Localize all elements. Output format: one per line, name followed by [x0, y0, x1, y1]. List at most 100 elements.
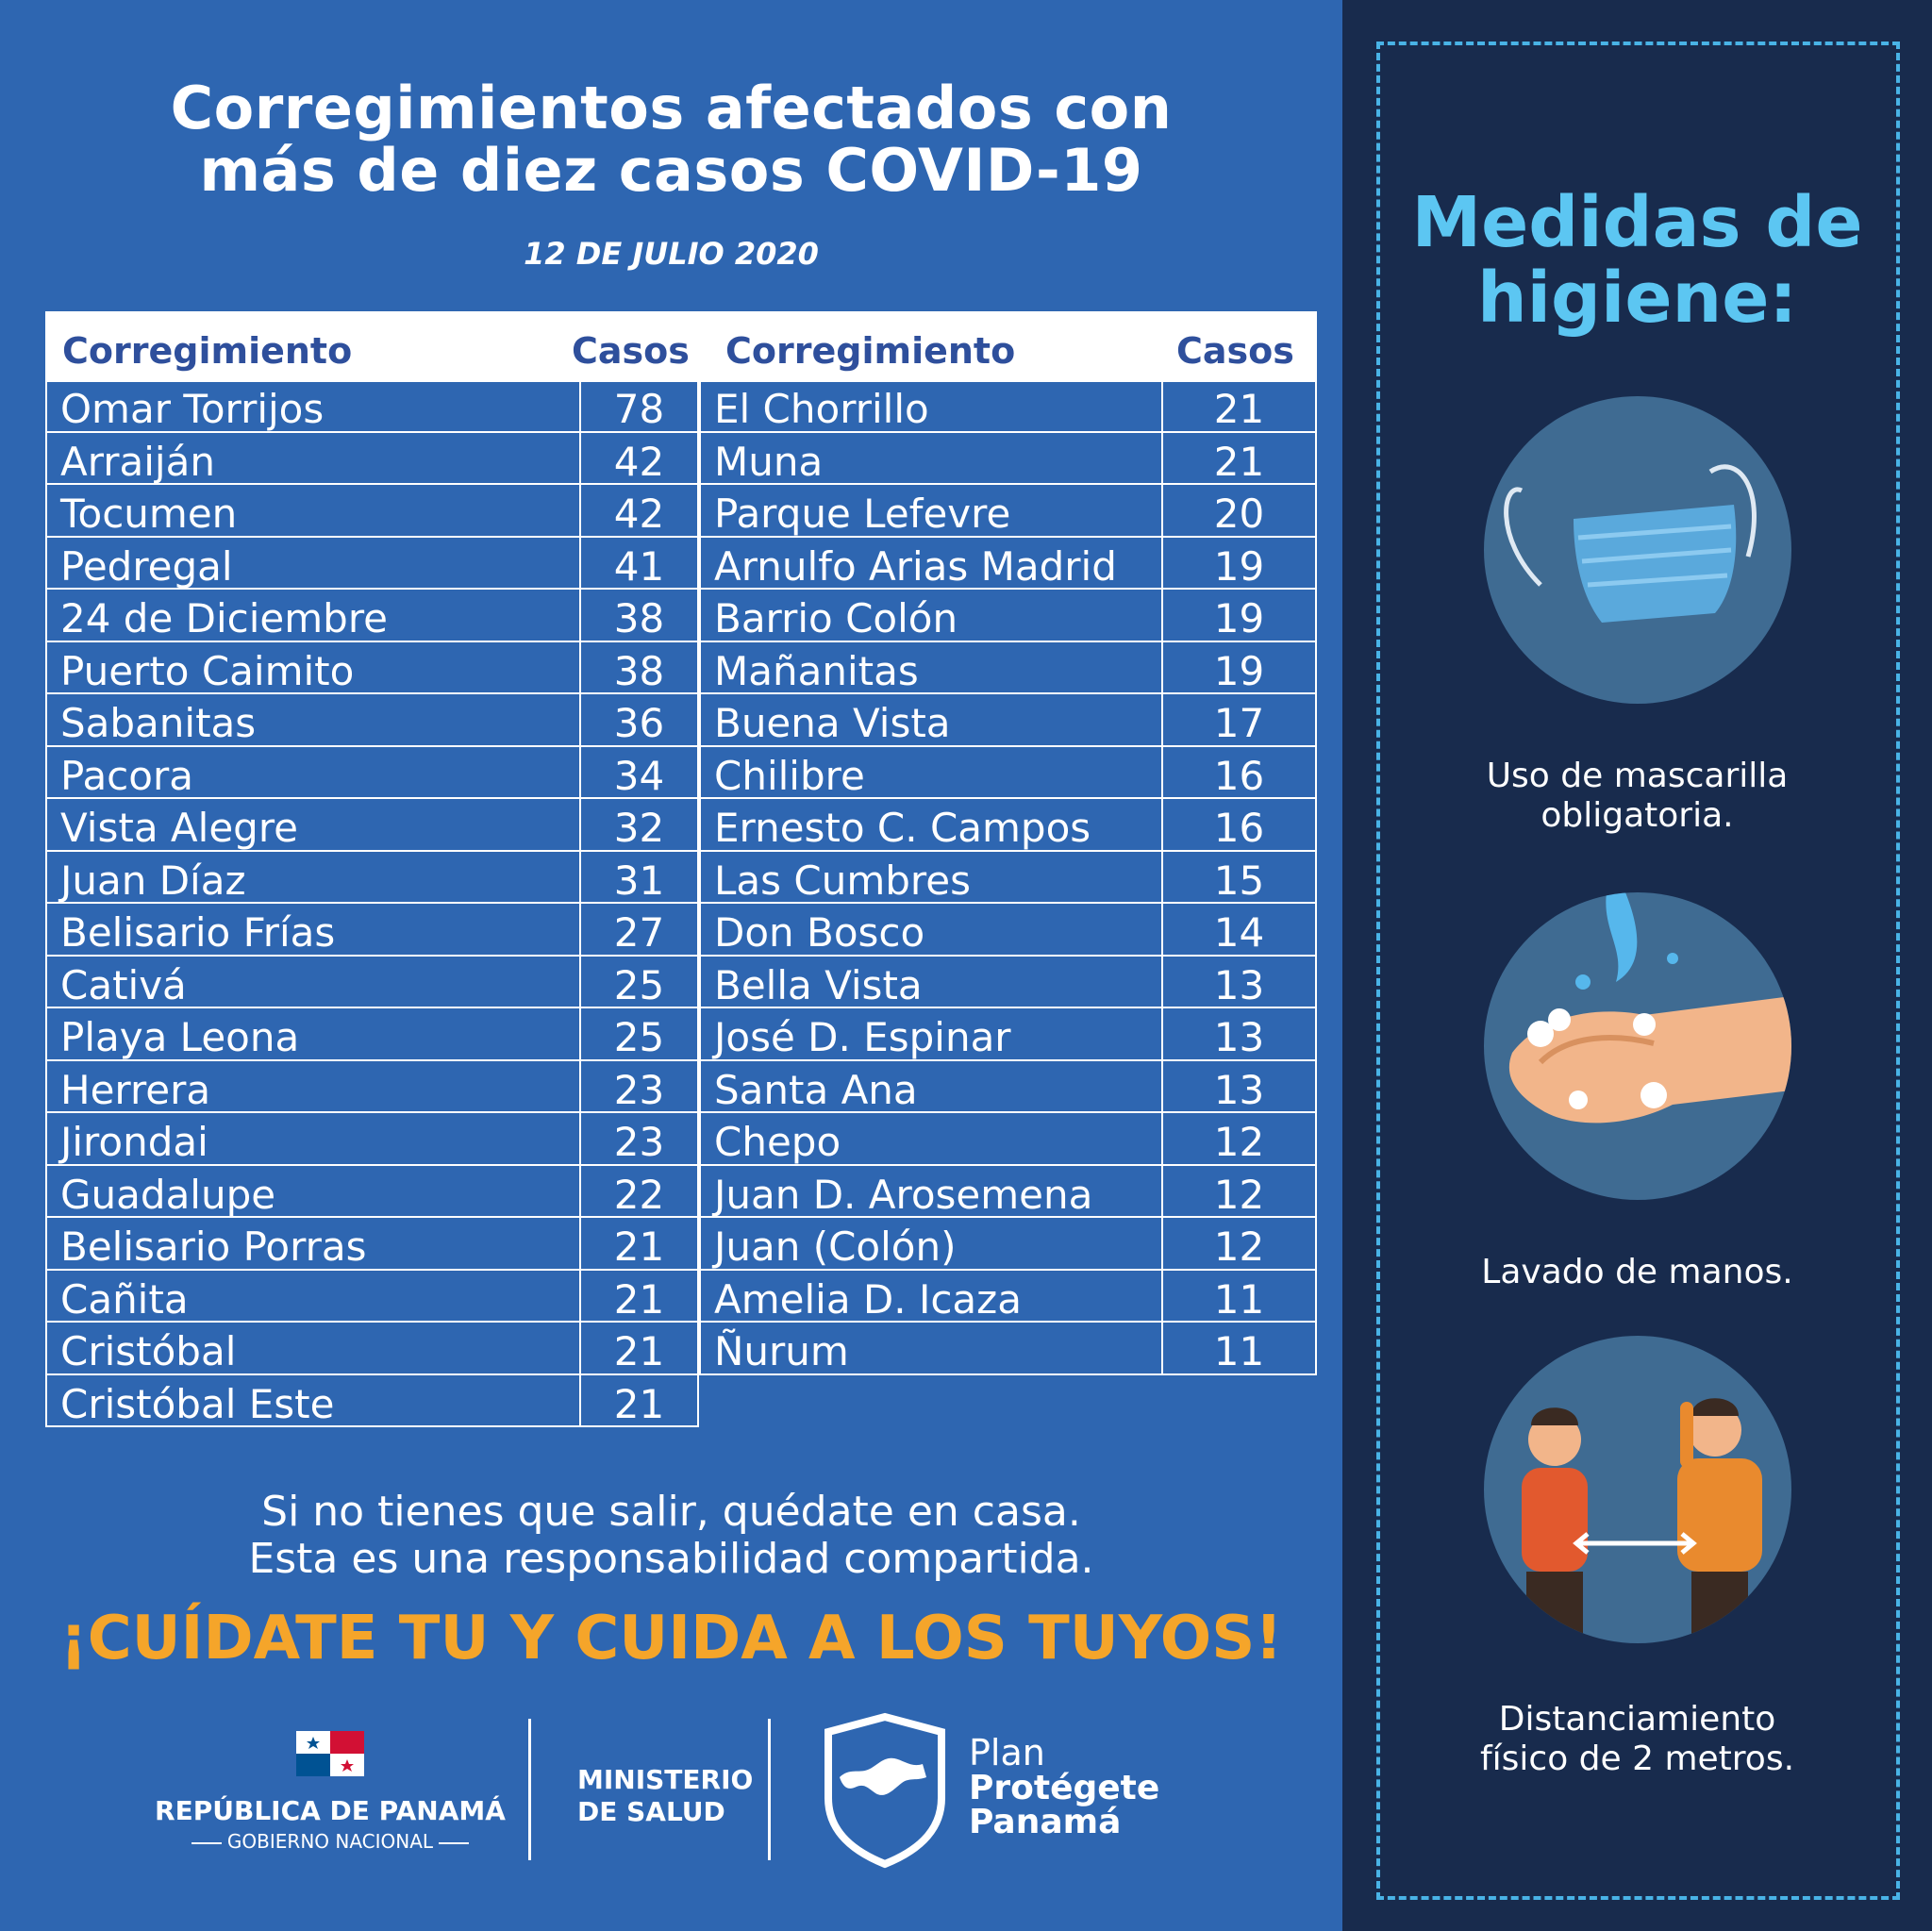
- table-row: Mañanitas 19: [699, 642, 1317, 694]
- case-count: 38: [613, 595, 665, 641]
- table-row: Puerto Caimito 38: [45, 642, 699, 694]
- corregimiento-name: Amelia D. Icaza: [714, 1275, 1022, 1323]
- table-row: Belisario Porras 21: [45, 1218, 699, 1271]
- face-mask-icon: [1484, 396, 1791, 704]
- handwash-caption: Lavado de manos.: [1481, 1253, 1793, 1291]
- corregimiento-name: Omar Torrijos: [60, 386, 325, 432]
- republica-panama-logo: REPÚBLICA DE PANAMÁ GOBIERNO NACIONAL: [151, 1731, 509, 1853]
- corregimiento-name: Pacora: [60, 752, 193, 799]
- case-count: 15: [1213, 857, 1265, 904]
- shield-icon: [824, 1712, 945, 1869]
- case-count: 36: [613, 700, 665, 746]
- table-row: Cativá 25: [45, 957, 699, 1008]
- table-row: Parque Lefevre 20: [699, 485, 1317, 538]
- hygiene-title: Medidas de higiene:: [1411, 182, 1863, 339]
- table-row: Muna 21: [699, 433, 1317, 485]
- corregimiento-name: Cristóbal: [60, 1328, 237, 1374]
- corregimiento-name: Puerto Caimito: [60, 647, 355, 694]
- table-row: Ernesto C. Campos 16: [699, 799, 1317, 852]
- title-line-1: Corregimientos afectados con: [170, 74, 1173, 142]
- case-count: 12: [1213, 1171, 1265, 1218]
- corregimiento-name: Pedregal: [60, 542, 233, 590]
- table-header: Corregimiento Casos: [699, 311, 1317, 380]
- corregimiento-name: Barrio Colón: [714, 595, 958, 641]
- republica-label: REPÚBLICA DE PANAMÁ: [155, 1795, 506, 1826]
- case-count: 13: [1213, 1066, 1265, 1113]
- case-count: 78: [613, 386, 665, 432]
- case-count: 21: [1213, 438, 1265, 485]
- corregimiento-name: Buena Vista: [714, 700, 951, 746]
- case-count: 19: [1213, 647, 1265, 694]
- case-count: 34: [613, 752, 665, 799]
- table-row: Belisario Frías 27: [45, 904, 699, 957]
- mask-caption: Uso de mascarilla obligatoria.: [1486, 757, 1789, 835]
- corregimiento-name: Arraiján: [60, 438, 215, 485]
- case-count: 25: [613, 1014, 665, 1060]
- case-count: 21: [1213, 386, 1265, 432]
- case-count: 22: [613, 1171, 665, 1218]
- table-row: Amelia D. Icaza 11: [699, 1271, 1317, 1323]
- case-count: 11: [1213, 1275, 1265, 1323]
- column-divider: [1161, 380, 1163, 1375]
- footer-divider: [528, 1719, 531, 1860]
- table-row: Ñurum 11: [699, 1323, 1317, 1375]
- case-count: 42: [613, 438, 665, 485]
- table-row: Juan (Colón) 12: [699, 1218, 1317, 1271]
- table-row: El Chorrillo 21: [699, 380, 1317, 433]
- table-row: Barrio Colón 19: [699, 590, 1317, 642]
- gobierno-label: GOBIERNO NACIONAL: [151, 1830, 509, 1853]
- corregimiento-name: Ñurum: [714, 1328, 849, 1374]
- corregimiento-name: Playa Leona: [60, 1014, 300, 1060]
- table-row: Juan Díaz 31: [45, 852, 699, 904]
- case-count: 19: [1213, 595, 1265, 641]
- corregimiento-name: Cativá: [60, 961, 187, 1008]
- page-title: Corregimientos afectados con más de diez…: [0, 77, 1342, 202]
- case-count: 31: [613, 857, 665, 904]
- column-header-casos: Casos: [572, 330, 690, 372]
- case-count: 23: [613, 1066, 665, 1113]
- column-divider: [579, 380, 581, 1427]
- case-count: 12: [1213, 1224, 1265, 1270]
- table-row: Sabanitas 36: [45, 694, 699, 747]
- social-distance-icon: [1484, 1336, 1791, 1643]
- case-count: 20: [1213, 491, 1265, 537]
- corregimiento-name: Chepo: [714, 1119, 841, 1165]
- report-date: 12 DE JULIO 2020: [524, 236, 819, 272]
- table-row: Herrera 23: [45, 1061, 699, 1113]
- corregimiento-name: Juan D. Arosemena: [714, 1171, 1093, 1218]
- case-count: 13: [1213, 961, 1265, 1008]
- panama-flag-icon: [296, 1731, 364, 1776]
- corregimiento-name: Las Cumbres: [714, 857, 971, 904]
- corregimiento-name: Mañanitas: [714, 647, 919, 694]
- message-line-1: Si no tienes que salir, quédate en casa.: [261, 1488, 1081, 1536]
- hand-washing-icon: [1484, 892, 1791, 1200]
- corregimiento-name: Cristóbal Este: [60, 1380, 335, 1427]
- case-count: 27: [613, 909, 665, 956]
- table-row: Arraiján 42: [45, 433, 699, 485]
- table-row: Cristóbal Este 21: [45, 1375, 699, 1427]
- cases-panel: Corregimientos afectados con más de diez…: [0, 76, 1342, 1869]
- corregimiento-name: Jirondai: [60, 1119, 208, 1165]
- plan-protegete-logo: Plan Protégete Panamá: [969, 1732, 1160, 1841]
- corregimiento-name: Juan (Colón): [714, 1224, 957, 1270]
- table-row: Chilibre 16: [699, 747, 1317, 799]
- corregimiento-name: Sabanitas: [60, 700, 257, 746]
- table-row: Omar Torrijos 78: [45, 380, 699, 433]
- corregimiento-name: José D. Espinar: [714, 1014, 1011, 1060]
- footer-divider: [768, 1719, 771, 1860]
- corregimiento-name: Guadalupe: [60, 1171, 276, 1218]
- table-header: Corregimiento Casos: [45, 311, 699, 380]
- corregimiento-name: Vista Alegre: [60, 805, 298, 851]
- corregimiento-name: Tocumen: [60, 491, 238, 537]
- corregimiento-name: Ernesto C. Campos: [714, 805, 1091, 851]
- corregimiento-name: Juan Díaz: [60, 857, 246, 904]
- case-count: 21: [613, 1328, 665, 1374]
- corregimiento-name: Chilibre: [714, 752, 865, 799]
- case-count: 41: [613, 542, 665, 590]
- table-row: Guadalupe 22: [45, 1166, 699, 1218]
- corregimiento-name: Belisario Porras: [60, 1224, 367, 1270]
- table-row: Pacora 34: [45, 747, 699, 799]
- table-row: Buena Vista 17: [699, 694, 1317, 747]
- table-row: Chepo 12: [699, 1113, 1317, 1166]
